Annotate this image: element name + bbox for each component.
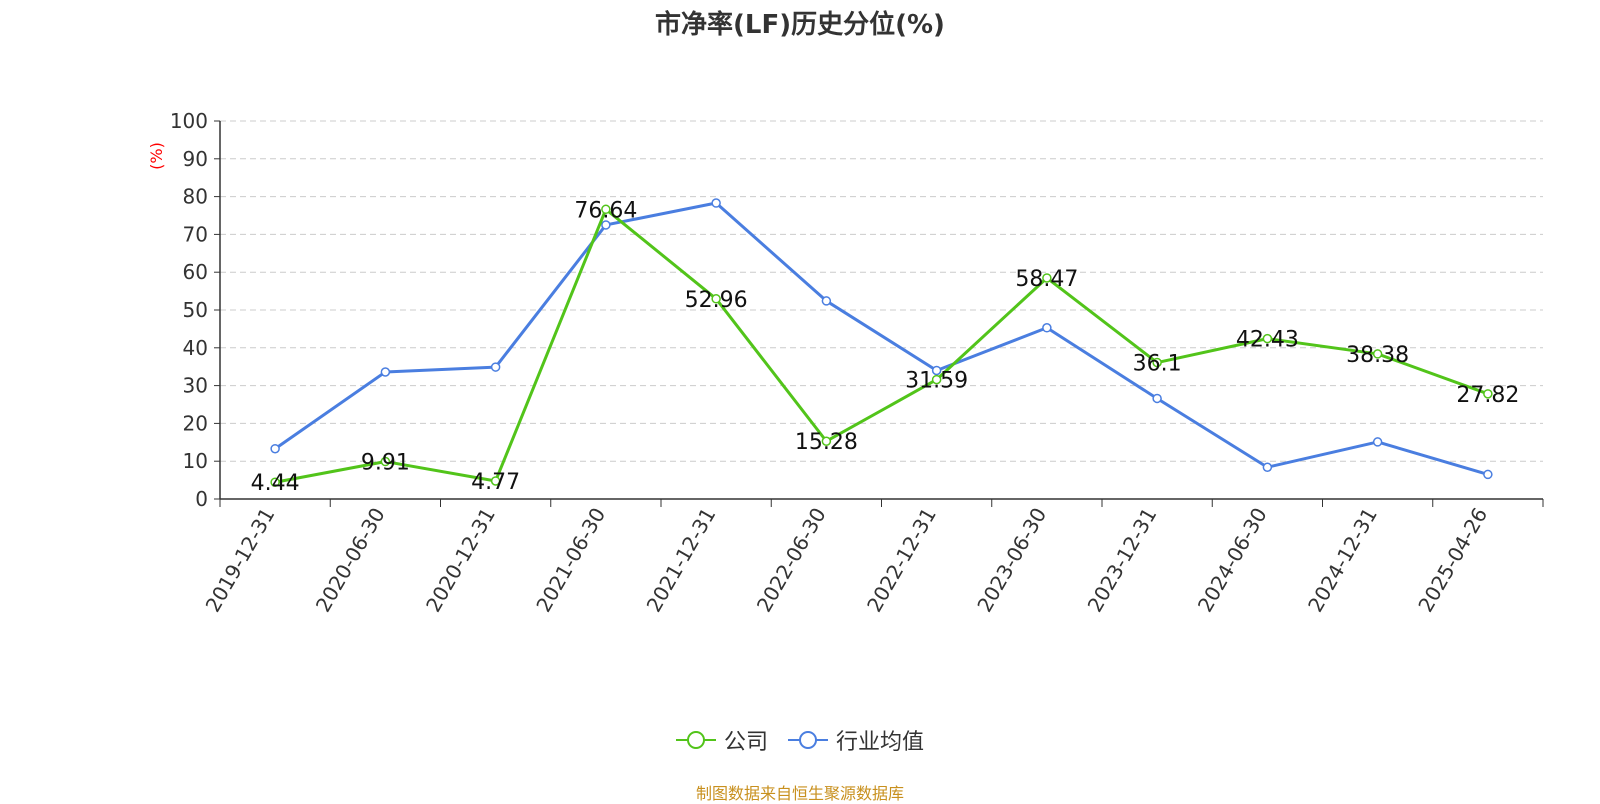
data-label: 27.82 <box>1456 383 1519 408</box>
x-tick-label: 2024-06-30 <box>1193 504 1272 617</box>
y-tick-label: 70 <box>183 222 208 246</box>
legend-item-industry[interactable]: 行业均值 <box>788 724 924 756</box>
data-point <box>601 220 611 230</box>
data-point <box>821 296 832 306</box>
y-tick-label: 90 <box>183 147 208 171</box>
y-tick-label: 10 <box>183 449 208 473</box>
data-label: 15.28 <box>795 430 858 455</box>
series-line-industry <box>274 201 1489 476</box>
data-label: 38.38 <box>1346 343 1409 368</box>
data-point <box>1152 357 1162 368</box>
x-tick-label: 2022-12-31 <box>862 504 941 617</box>
data-point <box>380 456 391 467</box>
y-tick-label: 20 <box>183 411 208 435</box>
data-point <box>1372 349 1383 359</box>
axes: 0 10 20 30 40 50 60 70 80 90 100(%) 2019-12-31 2020-… <box>147 109 1544 617</box>
x-tick-label: 2023-12-31 <box>1083 504 1162 617</box>
data-point <box>490 362 501 372</box>
legend-company-line-icon <box>675 731 716 749</box>
series-line-company <box>274 207 1489 484</box>
legend-industry-label: 行业均值 <box>836 730 925 755</box>
data-point <box>1483 389 1493 399</box>
data-point <box>1042 323 1052 333</box>
data-label: 76.64 <box>574 198 637 223</box>
grid-lines <box>220 120 1543 462</box>
data-point <box>1042 273 1052 283</box>
x-tick-label: 2020-12-31 <box>421 504 500 617</box>
data-point <box>1262 333 1273 344</box>
x-tick-label: 2021-12-31 <box>642 504 721 617</box>
chart-title: 市净率(LF)历史分位(%) <box>655 10 945 40</box>
y-tick-label: 60 <box>183 260 208 284</box>
x-tick-label: 2019-12-31 <box>201 504 280 617</box>
legend: 公司 行业均值 <box>0 724 1600 756</box>
x-tick-label: 2024-12-31 <box>1303 504 1382 617</box>
data-point <box>1372 437 1383 447</box>
data-point <box>711 198 721 208</box>
series-lines <box>270 198 1493 487</box>
data-point <box>601 204 611 215</box>
data-label: 31.59 <box>905 369 968 394</box>
y-tick-label: 0 <box>195 487 208 511</box>
data-label: 9.91 <box>361 451 410 476</box>
data-label: 52.96 <box>685 288 748 313</box>
y-tick-label: 30 <box>183 374 208 398</box>
legend-company-label: 公司 <box>723 730 768 755</box>
x-tick-label: 2025-04-26 <box>1413 504 1492 617</box>
x-tick-label: 2021-06-30 <box>531 504 610 617</box>
x-tick-label: 2023-06-30 <box>972 504 1051 617</box>
data-point <box>711 294 721 304</box>
data-label: 42.43 <box>1236 328 1299 353</box>
data-point <box>931 374 942 385</box>
data-point <box>1262 462 1273 472</box>
source-note: 制图数据来自恒生聚源数据库 <box>695 784 904 803</box>
y-tick-label: 100 <box>170 109 208 133</box>
data-point <box>270 477 280 487</box>
legend-item-company[interactable]: 公司 <box>675 724 768 756</box>
data-point <box>270 443 280 454</box>
data-point <box>380 367 391 377</box>
data-label: 58.47 <box>1015 267 1078 292</box>
y-tick-label: 80 <box>183 185 208 209</box>
legend-industry-line-icon <box>788 731 828 749</box>
data-point <box>931 365 942 376</box>
data-label: 4.44 <box>251 471 300 496</box>
data-point <box>1152 393 1162 404</box>
y-axis-unit-label: (%) <box>147 142 166 170</box>
data-label: 36.1 <box>1133 352 1182 377</box>
x-tick-label: 2020-06-30 <box>311 504 390 617</box>
data-label: 4.77 <box>471 470 520 495</box>
data-point <box>1483 469 1493 480</box>
data-point <box>490 476 501 486</box>
y-tick-label: 50 <box>183 298 208 322</box>
y-tick-label: 40 <box>183 336 208 360</box>
data-point <box>821 436 832 446</box>
x-tick-label: 2022-06-30 <box>752 504 831 617</box>
data-labels: 4.44 9.91 4.77 76.64 52.96 15.28 31.59 58.47 36.… <box>251 198 1520 496</box>
